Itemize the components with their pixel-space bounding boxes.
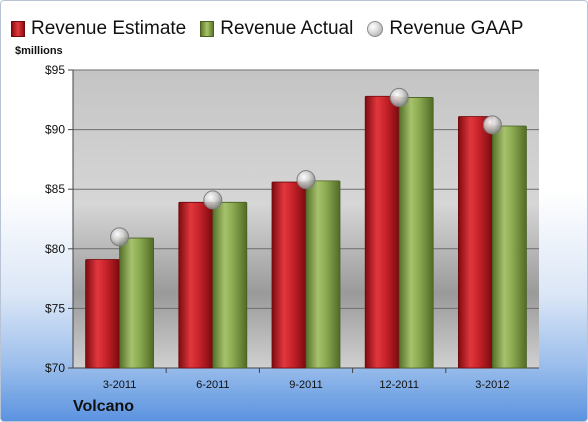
x-tick-label: 12-2011: [379, 379, 419, 391]
gaap-marker: [296, 170, 316, 190]
gaap-marker: [110, 227, 130, 247]
legend: Revenue Estimate Revenue Actual Revenue …: [11, 17, 587, 41]
bar-revenue-actual: [398, 97, 434, 369]
legend-item-estimate: Revenue Estimate: [11, 18, 186, 40]
bar-revenue-estimate: [457, 116, 493, 369]
y-axis-units-label: $millions: [15, 45, 63, 57]
axis-labels: $70 $75 $80 $85 $90 $95 3-2011 6-2011 9-2011 12-2…: [45, 63, 510, 391]
x-tick-label: 3-2011: [103, 379, 136, 391]
y-tick-label: $85: [45, 182, 65, 196]
gaap-marker: [482, 115, 502, 135]
legend-label-estimate: Revenue Estimate: [31, 18, 187, 39]
bar-revenue-estimate: [271, 181, 307, 369]
bar-revenue-estimate: [178, 201, 214, 369]
y-tick-label: $95: [45, 63, 65, 77]
bar-revenue-estimate: [85, 259, 120, 369]
y-tick-label: $80: [45, 242, 65, 256]
bars: [85, 95, 527, 369]
bar-revenue-actual: [212, 201, 248, 369]
legend-item-gaap: Revenue GAAP: [367, 18, 523, 40]
legend-swatch-gaap: [367, 21, 384, 37]
legend-swatch-actual: [200, 21, 215, 37]
bar-revenue-actual: [119, 237, 154, 369]
y-tick-label: $75: [45, 301, 65, 315]
legend-label-actual: Revenue Actual: [220, 18, 354, 39]
y-tick-label: $70: [45, 361, 65, 375]
legend-label-gaap: Revenue GAAP: [389, 18, 524, 39]
bar-revenue-actual: [305, 180, 341, 369]
company-name: Volcano: [73, 398, 135, 415]
gaap-marker: [389, 87, 409, 107]
gaap-markers: [110, 87, 502, 247]
legend-item-actual: Revenue Actual: [200, 18, 353, 40]
y-tick-label: $90: [45, 123, 65, 137]
x-tick-label: 9-2011: [289, 379, 322, 391]
x-tick-label: 6-2011: [196, 379, 229, 391]
x-tick-label: 3-2012: [475, 379, 509, 391]
bar-revenue-estimate: [364, 95, 400, 369]
gaap-marker: [203, 190, 223, 210]
legend-swatch-estimate: [11, 21, 25, 37]
bar-revenue-actual: [491, 125, 527, 369]
